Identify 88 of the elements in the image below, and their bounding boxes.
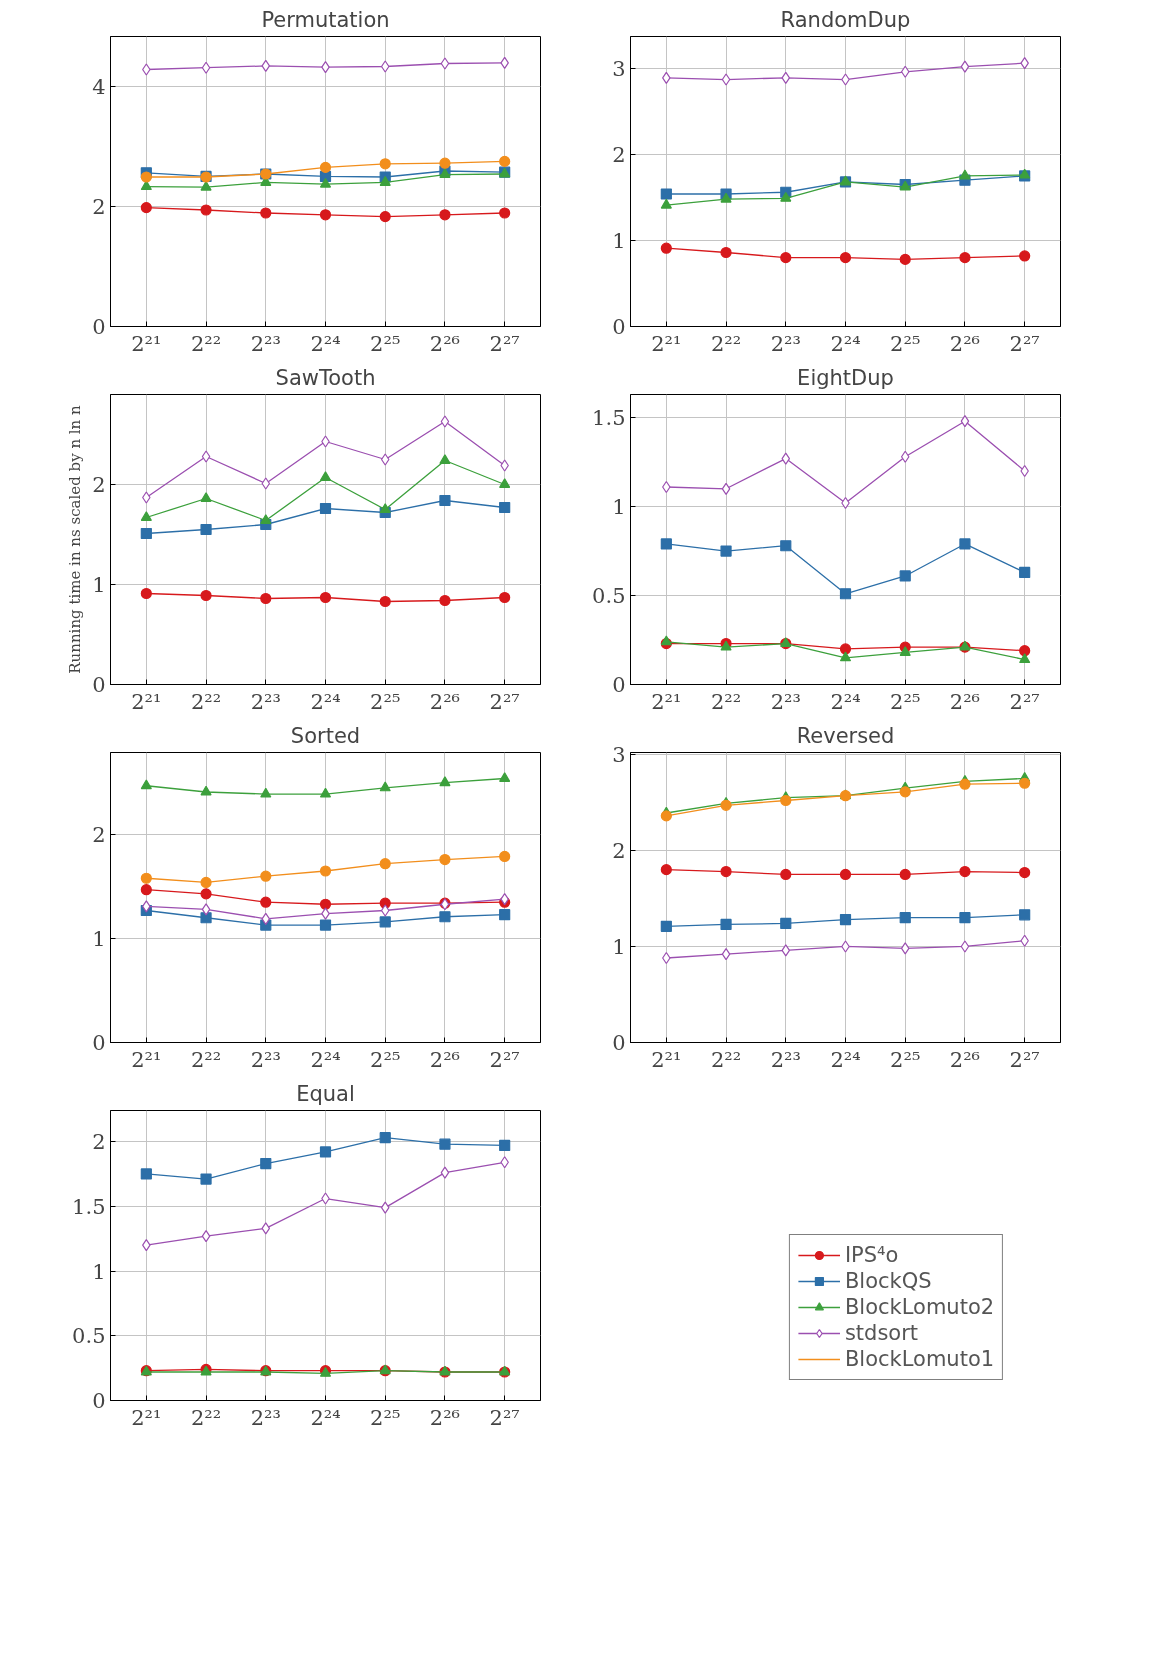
legend-label: BlockQS [844,1269,932,1293]
y-tick-label: 0.5 [592,584,626,609]
x-tick-label: 2²³ [250,1405,281,1430]
y-tick-label: 2 [92,473,106,497]
x-tick-label: 2²⁷ [489,1047,520,1072]
x-tick-label: 2²⁵ [370,331,401,356]
x-tick-label: 2²¹ [131,1405,162,1430]
x-tick-label: 2²⁵ [890,1047,921,1072]
x-tick-label: 2²⁶ [429,1047,461,1072]
x-tick-label: 2²⁶ [949,689,981,714]
x-tick-label: 2²⁶ [429,689,461,714]
legend-label: stdsort [844,1321,919,1345]
x-tick-label: 2²³ [770,1047,801,1072]
x-tick-label: 2²⁶ [429,331,461,356]
y-tick-label: 2 [92,823,106,848]
chart-title: RandomDup [780,7,911,32]
chart-title: Reversed [796,723,895,748]
y-tick-label: 0 [92,673,106,697]
x-tick-label: 2²⁴ [310,1405,341,1430]
x-tick-label: 2²⁶ [949,1047,981,1072]
chart-title: SawTooth [275,365,376,390]
y-tick-label: 0 [612,673,626,697]
y-tick-label: 0 [92,315,106,339]
x-tick-label: 2²⁴ [310,1047,341,1072]
y-axis-title: Running time in ns scaled by n ln n [66,404,85,674]
x-tick-label: 2²⁴ [830,689,861,714]
y-tick-label: 0 [612,315,626,339]
x-tick-label: 2²⁷ [489,689,520,714]
chart-title: Permutation [261,7,390,32]
x-tick-label: 2²¹ [651,1047,682,1072]
x-tick-label: 2²⁴ [830,1047,861,1072]
y-tick-label: 1 [92,1259,106,1284]
y-tick-label: 1 [612,934,626,959]
x-tick-label: 2²⁷ [1009,331,1040,356]
y-tick-label: 1 [612,228,626,253]
y-tick-label: 0 [612,1031,626,1055]
x-tick-label: 2²² [190,1405,222,1430]
x-tick-label: 2²⁴ [310,689,341,714]
x-tick-label: 2²⁷ [489,1405,520,1430]
y-tick-label: 1 [612,495,626,520]
x-tick-label: 2²² [190,1047,222,1072]
chart-title: Equal [296,1081,355,1106]
y-tick-label: 3 [612,56,626,81]
legend-label: IPS⁴o [844,1243,899,1267]
x-tick-label: 2²⁵ [370,1405,401,1430]
x-tick-label: 2²¹ [651,331,682,356]
x-tick-label: 2²² [190,689,222,714]
x-tick-label: 2²² [710,331,742,356]
x-tick-label: 2²⁶ [949,331,981,356]
y-tick-label: 2 [612,142,626,167]
x-tick-label: 2²⁵ [890,331,921,356]
x-tick-label: 2²⁵ [890,689,921,714]
x-tick-label: 2²⁷ [1009,689,1040,714]
y-tick-label: 0.5 [72,1324,106,1349]
x-tick-label: 2²² [190,331,222,356]
legend-label: BlockLomuto2 [844,1295,995,1319]
x-tick-label: 2²¹ [131,689,162,714]
x-tick-label: 2²² [710,689,742,714]
x-tick-label: 2²³ [250,331,281,356]
y-tick-label: 3 [612,742,626,767]
y-tick-label: 0 [92,1389,106,1413]
x-tick-label: 2²¹ [131,1047,162,1072]
y-tick-label: 1 [92,573,106,597]
x-tick-label: 2²¹ [651,689,682,714]
chart-title: EightDup [797,365,894,390]
x-tick-label: 2²³ [770,331,801,356]
y-tick-label: 1.5 [592,406,626,431]
x-tick-label: 2²³ [250,1047,281,1072]
x-tick-label: 2²⁴ [830,331,861,356]
x-tick-label: 2²⁵ [370,1047,401,1072]
legend-label: BlockLomuto1 [844,1347,995,1371]
y-tick-label: 2 [92,1130,106,1155]
y-tick-label: 2 [92,194,106,219]
x-tick-label: 2²⁷ [1009,1047,1040,1072]
y-tick-label: 0 [92,1031,106,1055]
x-tick-label: 2²³ [770,689,801,714]
x-tick-label: 2²¹ [131,331,162,356]
x-tick-label: 2²⁴ [310,331,341,356]
x-tick-label: 2²² [710,1047,742,1072]
chart-title: Sorted [290,723,361,748]
x-tick-label: 2²⁵ [370,689,401,714]
x-tick-label: 2²⁷ [489,331,520,356]
y-tick-label: 2 [612,838,626,863]
y-tick-label: 4 [92,74,106,99]
x-tick-label: 2²³ [250,689,281,714]
y-tick-label: 1 [92,927,106,952]
x-tick-label: 2²⁶ [429,1405,461,1430]
y-tick-label: 1.5 [72,1194,106,1219]
